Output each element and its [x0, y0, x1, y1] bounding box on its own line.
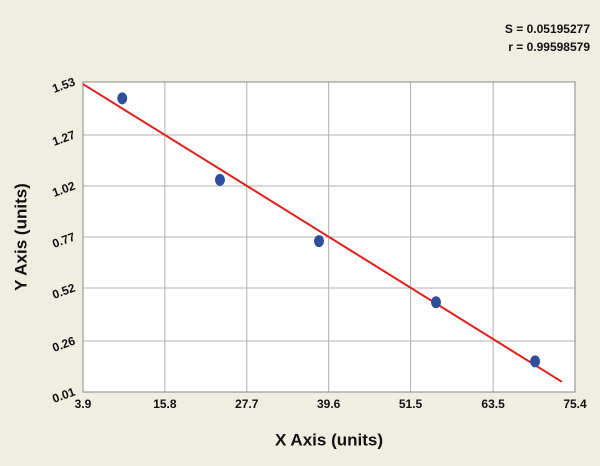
x-tick-label: 27.7 — [235, 397, 259, 411]
x-tick-label: 75.4 — [563, 397, 587, 411]
data-point — [530, 355, 541, 368]
x-axis-label: X Axis (units) — [275, 430, 383, 449]
fit-line — [82, 83, 563, 383]
x-tick-label: 3.9 — [75, 397, 92, 411]
y-axis-label: Y Axis (units) — [11, 183, 30, 291]
annotation: r = 0.99598579 — [508, 40, 590, 54]
plot-border — [82, 81, 576, 393]
data-point — [214, 173, 225, 186]
x-tick-label: 15.8 — [153, 397, 177, 411]
data-point — [314, 235, 325, 248]
x-tick-label: 51.5 — [399, 397, 423, 411]
x-tick-label: 63.5 — [481, 397, 505, 411]
data-point — [117, 92, 128, 105]
data-point — [431, 296, 442, 309]
annotation: S = 0.05195277 — [505, 22, 590, 36]
x-tick-label: 39.6 — [317, 397, 341, 411]
